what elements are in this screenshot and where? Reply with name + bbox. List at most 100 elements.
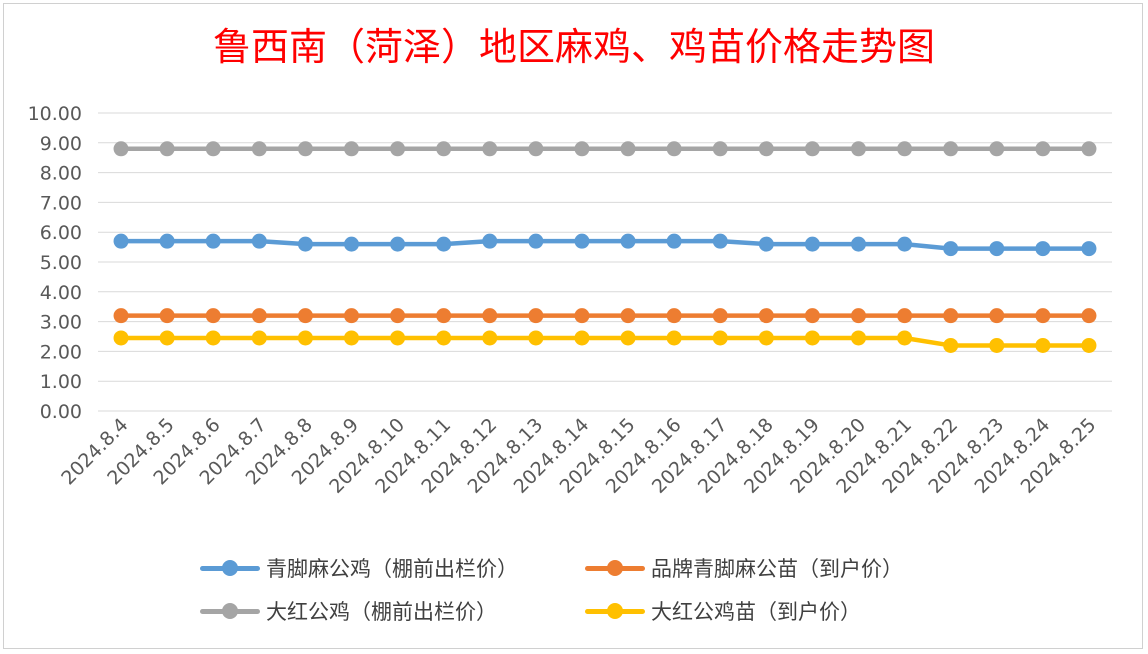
data-point xyxy=(574,233,590,249)
data-point xyxy=(1081,337,1097,353)
data-point xyxy=(851,330,866,346)
data-point xyxy=(528,308,544,324)
data-point xyxy=(943,241,959,257)
chart-title: 鲁西南（菏泽）地区麻鸡、鸡苗价格走势图 xyxy=(212,25,935,69)
data-point xyxy=(666,233,682,249)
legend-swatch xyxy=(585,601,645,621)
y-tick-label: 10.00 xyxy=(28,103,82,125)
data-point xyxy=(390,236,406,252)
data-point xyxy=(159,233,175,249)
data-point xyxy=(113,141,129,157)
data-point xyxy=(620,233,636,249)
data-point xyxy=(390,141,406,157)
chart-frame xyxy=(3,3,1143,649)
y-tick-label: 0.00 xyxy=(40,401,82,423)
data-point xyxy=(989,308,1005,324)
data-point xyxy=(712,233,728,249)
data-point xyxy=(897,308,913,324)
data-point xyxy=(159,141,175,157)
data-point xyxy=(574,141,590,157)
data-point xyxy=(251,308,267,324)
data-point xyxy=(159,330,175,346)
data-point xyxy=(113,233,129,249)
y-tick-label: 8.00 xyxy=(40,163,82,185)
data-point xyxy=(1035,141,1051,157)
y-tick-label: 6.00 xyxy=(40,222,82,244)
data-point xyxy=(989,241,1005,257)
data-point xyxy=(989,337,1005,353)
legend-label: 大红公鸡（棚前出栏价） xyxy=(266,600,497,624)
data-point xyxy=(344,236,359,252)
data-point xyxy=(666,330,682,346)
data-point xyxy=(482,141,498,157)
data-point xyxy=(712,308,728,324)
data-point xyxy=(851,141,866,157)
data-point xyxy=(297,236,313,252)
data-point xyxy=(943,337,959,353)
data-point xyxy=(574,308,590,324)
data-point xyxy=(528,330,544,346)
data-point xyxy=(528,141,544,157)
data-point xyxy=(251,330,267,346)
data-point xyxy=(436,330,452,346)
legend-swatch xyxy=(585,558,645,578)
data-point xyxy=(297,141,313,157)
data-point xyxy=(344,308,359,324)
data-point xyxy=(113,308,129,324)
data-point xyxy=(205,330,221,346)
data-point xyxy=(804,308,820,324)
data-point xyxy=(758,308,774,324)
data-point xyxy=(205,308,221,324)
data-point xyxy=(943,308,959,324)
data-point xyxy=(159,308,175,324)
data-point xyxy=(251,141,267,157)
legend-item-red-rooster: 大红公鸡（棚前出栏价） xyxy=(200,596,497,626)
legend-swatch xyxy=(200,558,260,578)
data-point xyxy=(113,330,129,346)
data-point xyxy=(1035,308,1051,324)
y-tick-label: 9.00 xyxy=(40,133,82,155)
data-point xyxy=(205,141,221,157)
data-point xyxy=(436,308,452,324)
data-point xyxy=(482,233,498,249)
data-point xyxy=(943,141,959,157)
data-point xyxy=(989,141,1005,157)
data-point xyxy=(666,141,682,157)
data-point xyxy=(574,330,590,346)
data-point xyxy=(851,308,866,324)
data-point xyxy=(666,308,682,324)
data-point xyxy=(344,141,359,157)
data-point xyxy=(1035,241,1051,257)
data-point xyxy=(897,141,913,157)
series-line xyxy=(118,238,1092,251)
legend-item-qingjiao-rooster: 青脚麻公鸡（棚前出栏价） xyxy=(200,553,518,583)
data-point xyxy=(804,330,820,346)
data-point xyxy=(390,308,406,324)
data-point xyxy=(482,308,498,324)
legend-label: 品牌青脚麻公苗（到户价） xyxy=(651,557,903,581)
legend-swatch xyxy=(200,601,260,621)
data-point xyxy=(436,141,452,157)
data-point xyxy=(251,233,267,249)
y-tick-label: 3.00 xyxy=(40,312,82,334)
legend-label: 大红公鸡苗（到户价） xyxy=(651,600,861,624)
data-point xyxy=(712,330,728,346)
data-point xyxy=(1081,241,1097,257)
data-point xyxy=(620,330,636,346)
legend-item-red-chick: 大红公鸡苗（到户价） xyxy=(585,596,861,626)
y-tick-label: 4.00 xyxy=(40,282,82,304)
series-line xyxy=(118,335,1092,348)
data-point xyxy=(712,141,728,157)
data-point xyxy=(851,236,866,252)
data-point xyxy=(205,233,221,249)
y-tick-label: 2.00 xyxy=(40,341,82,363)
data-point xyxy=(390,330,406,346)
data-point xyxy=(758,141,774,157)
data-point xyxy=(758,330,774,346)
data-point xyxy=(436,236,452,252)
data-point xyxy=(297,308,313,324)
data-point xyxy=(804,236,820,252)
data-point xyxy=(344,330,359,346)
data-point xyxy=(1035,337,1051,353)
